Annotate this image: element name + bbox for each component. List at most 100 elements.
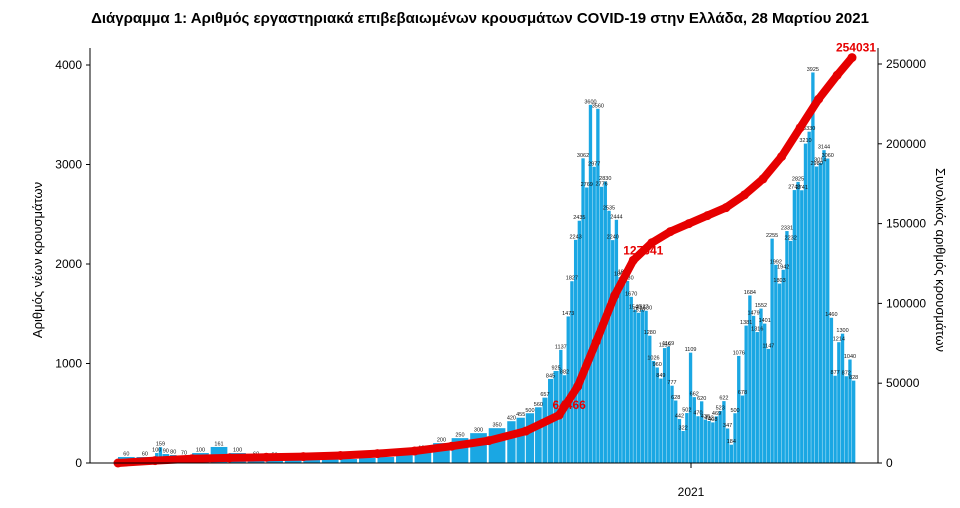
bar: [659, 378, 663, 463]
bar: [733, 413, 737, 463]
bar: [674, 400, 678, 463]
bar: [785, 231, 789, 463]
bar-value-label: 70: [181, 451, 187, 457]
cumulative-point: [610, 290, 620, 300]
cumulative-point: [447, 441, 457, 451]
bar: [792, 190, 797, 463]
bar-value-label: 872: [842, 371, 851, 377]
bar-value-label: 1147: [762, 343, 774, 349]
bar: [607, 210, 611, 463]
bar: [700, 401, 704, 463]
cumulative-point: [628, 255, 638, 265]
bar-value-label: 877: [831, 370, 840, 376]
bar: [662, 348, 667, 463]
bar: [748, 295, 752, 463]
bar-value-label: 322: [679, 425, 688, 431]
bar: [596, 108, 600, 463]
bar-value-label: 3560: [592, 103, 604, 109]
bar: [614, 219, 619, 463]
bar: [618, 277, 622, 463]
bar: [644, 310, 648, 463]
bar-value-label: 300: [474, 428, 483, 434]
bar-value-label: 523: [716, 405, 725, 411]
bar-value-label: 628: [671, 395, 680, 401]
bar-value-label: 408: [708, 417, 717, 423]
bar: [696, 416, 700, 463]
bar: [707, 421, 711, 463]
bar-value-label: 1942: [777, 264, 789, 270]
bar: [633, 309, 637, 463]
bar-value-label: 3062: [577, 153, 589, 159]
bar-value-label: 2825: [792, 176, 804, 182]
bar-value-label: 1540: [629, 304, 641, 310]
bar: [852, 380, 856, 463]
bar: [577, 220, 582, 463]
bar: [800, 190, 804, 463]
cumulative-point: [150, 456, 160, 466]
bar: [303, 460, 321, 463]
bar-value-label: 1109: [685, 347, 697, 353]
bar-value-label: 1473: [562, 311, 574, 317]
bar-value-label: 925: [551, 365, 560, 371]
bar: [340, 459, 358, 463]
bar-value-label: 1026: [647, 355, 659, 361]
bar-value-label: 2769: [581, 182, 593, 188]
bar: [542, 397, 548, 463]
bar: [755, 332, 759, 463]
bar: [535, 407, 542, 463]
bar: [788, 240, 793, 463]
bar: [829, 317, 834, 463]
bar-value-label: 3144: [818, 145, 830, 151]
bar-value-label: 1530: [640, 305, 652, 311]
bar: [677, 419, 682, 463]
bar: [681, 430, 685, 463]
bar-value-label: 1401: [759, 318, 771, 324]
bar: [737, 355, 741, 463]
bar-value-label: 845: [546, 373, 555, 379]
bar: [714, 416, 719, 463]
bar-value-label: 882: [560, 370, 569, 376]
cumulative-point: [335, 450, 345, 460]
y-tick-label: 1000: [55, 357, 82, 371]
cumulative-point: [665, 227, 675, 237]
bar-value-label: 828: [849, 375, 858, 381]
cumulative-point: [484, 436, 494, 446]
bar: [811, 72, 815, 464]
bar-value-label: 200: [437, 438, 446, 444]
bar-value-label: 60: [123, 452, 129, 458]
bar-value-label: 678: [738, 390, 747, 396]
bar: [158, 447, 163, 463]
cumulative-point: [298, 452, 308, 462]
bar: [507, 421, 516, 463]
bar-value-label: 1803: [773, 278, 785, 284]
cumulative-point: [777, 152, 787, 162]
cumulative-point: [261, 452, 271, 462]
bar: [833, 375, 837, 463]
bar-value-label: 2980: [810, 161, 822, 167]
bar-value-label: 436: [701, 414, 710, 420]
bar-value-label: 657: [540, 392, 549, 398]
bar-value-label: 350: [492, 423, 501, 429]
bar: [566, 316, 570, 463]
bar-value-label: 1479: [747, 310, 759, 316]
bar-value-label: 2977: [588, 161, 600, 167]
bar-value-label: 1137: [555, 344, 567, 350]
bar: [807, 131, 811, 464]
bar-value-label: 469: [712, 411, 721, 417]
bar-value-label: 100: [196, 448, 205, 454]
bar-value-label: 420: [507, 416, 516, 422]
bar-value-label: 2232: [785, 235, 797, 241]
bar-value-label: 1214: [833, 337, 845, 343]
bar-value-label: 2741: [796, 185, 808, 191]
bar: [826, 158, 830, 463]
cumulative-label: 254031: [836, 41, 876, 55]
bar: [525, 413, 535, 463]
bar: [774, 264, 778, 463]
bar-value-label: 3330: [803, 126, 815, 132]
bar-value-label: 60: [142, 452, 148, 458]
bar-value-label: 2743: [788, 185, 800, 191]
cumulative-point: [187, 454, 197, 464]
bar-value-label: 455: [516, 412, 525, 418]
